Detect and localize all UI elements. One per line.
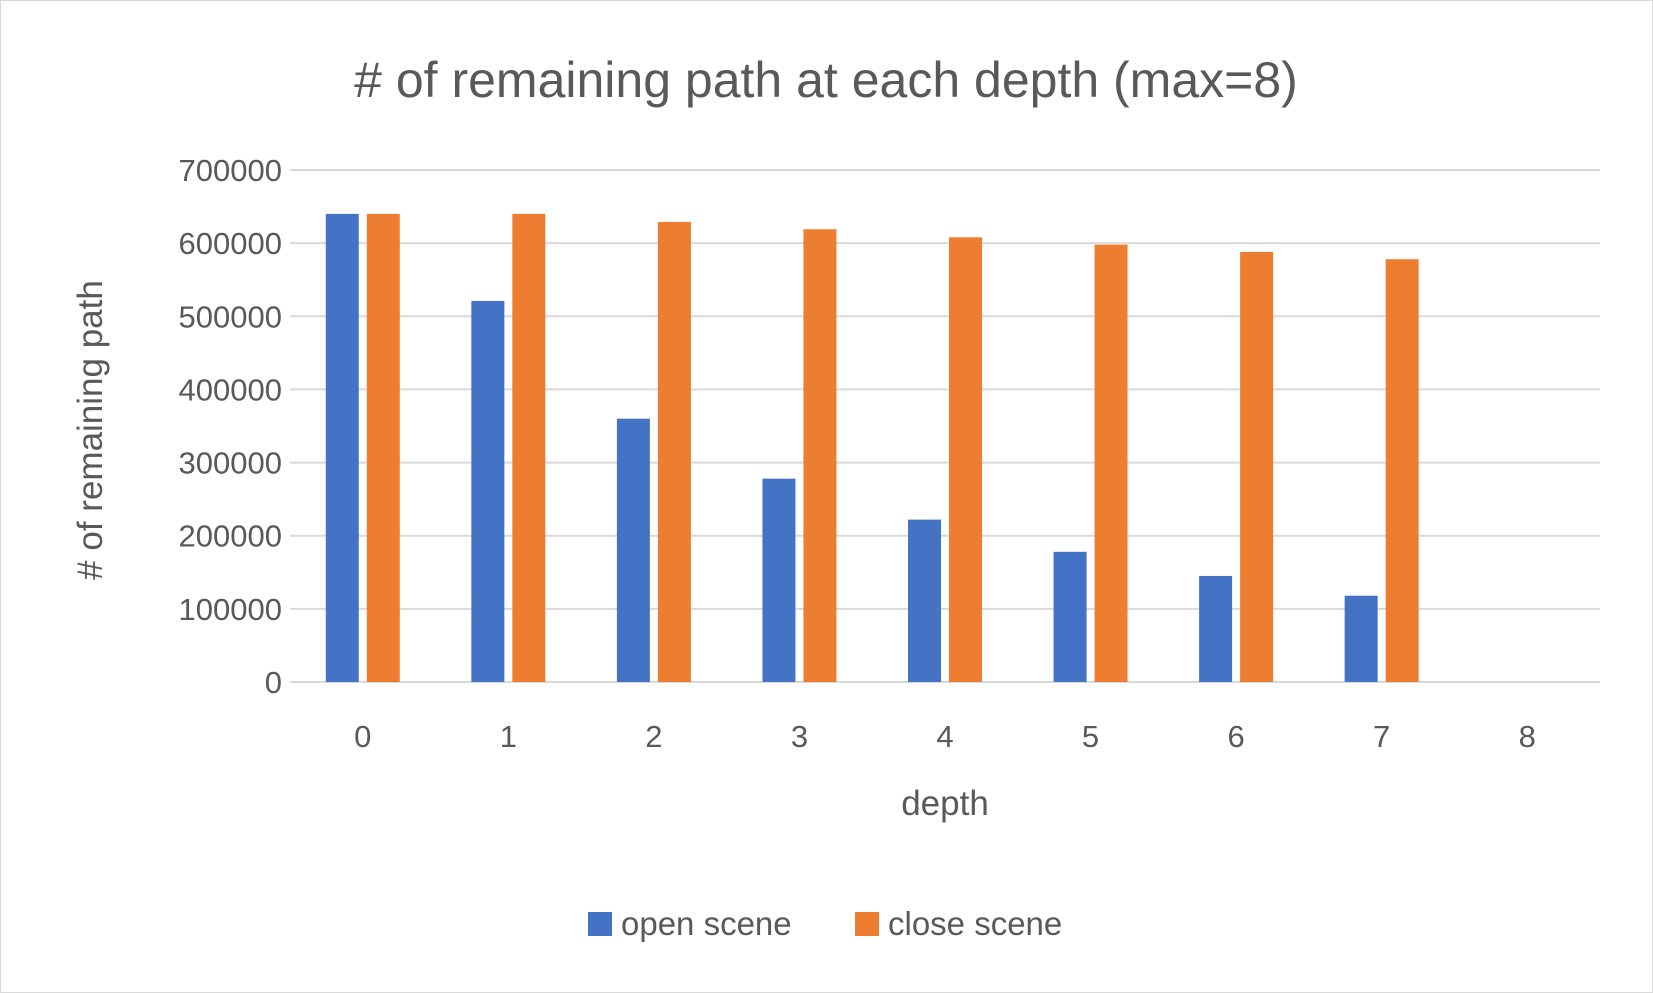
- bar-open-scene-4: [908, 519, 941, 682]
- bars: [325, 213, 1419, 683]
- y-tick-label: 600000: [179, 226, 282, 261]
- legend-swatch-close-scene: [855, 912, 879, 936]
- y-tick-label: 700000: [179, 153, 282, 188]
- bar-open-scene-1: [471, 300, 505, 682]
- x-tick-label: 0: [354, 719, 371, 754]
- x-axis-title: depth: [901, 784, 989, 823]
- bar-close-scene-6: [1240, 251, 1274, 683]
- bar-close-scene-1: [512, 213, 546, 682]
- bar-open-scene-6: [1199, 575, 1233, 682]
- legend-swatch-open-scene: [588, 912, 612, 936]
- legend-label: open scene: [621, 905, 792, 942]
- bar-close-scene-7: [1385, 259, 1419, 682]
- bar-close-scene-0: [366, 213, 400, 682]
- y-tick-label: 100000: [179, 592, 282, 627]
- bar-open-scene-5: [1053, 551, 1087, 682]
- y-tick-label: 500000: [179, 299, 282, 334]
- bar-close-scene-5: [1094, 244, 1128, 682]
- bar-open-scene-0: [325, 213, 359, 682]
- gridlines: [290, 169, 1600, 683]
- legend-label: close scene: [888, 905, 1062, 942]
- y-tick-label: 0: [265, 665, 282, 700]
- y-axis-ticks: 0 100000 200000 300000 400000 500000 600000 700…: [179, 153, 282, 700]
- bar-open-scene-3: [762, 478, 796, 682]
- x-tick-label: 4: [936, 719, 953, 754]
- bar-open-scene-2: [616, 418, 650, 682]
- x-tick-label: 3: [791, 719, 808, 754]
- x-tick-label: 2: [645, 719, 662, 754]
- y-axis-title: # of remaining path: [71, 280, 110, 580]
- y-tick-label: 300000: [179, 446, 282, 481]
- x-tick-label: 8: [1519, 719, 1536, 754]
- y-tick-label: 400000: [179, 372, 282, 407]
- x-tick-label: 5: [1082, 719, 1099, 754]
- x-tick-label: 7: [1373, 719, 1390, 754]
- x-axis-ticks: 0 1 2 3 4 5 6 7 8: [354, 719, 1536, 754]
- x-tick-label: 1: [500, 719, 517, 754]
- chart-title: # of remaining path at each depth (max=8…: [354, 52, 1298, 108]
- legend: open scene close scene: [588, 905, 1062, 942]
- x-tick-label: 6: [1227, 719, 1244, 754]
- bar-close-scene-2: [657, 221, 691, 682]
- bar-open-scene-7: [1344, 595, 1378, 682]
- bar-close-scene-4: [949, 237, 982, 682]
- bar-close-scene-3: [803, 229, 837, 682]
- y-tick-label: 200000: [179, 519, 282, 554]
